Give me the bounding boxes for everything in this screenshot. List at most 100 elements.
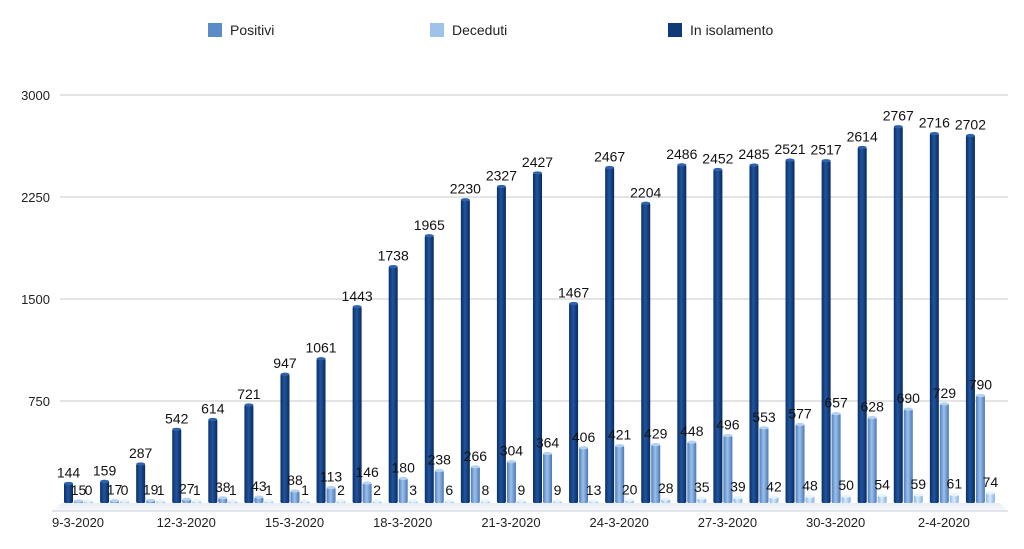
bar-positivi (687, 442, 697, 503)
data-label: 448 (680, 423, 704, 439)
legend-item-in-isolamento: In isolamento (668, 22, 773, 38)
data-label: 38 (215, 479, 231, 495)
data-label: 729 (933, 385, 957, 401)
bar-positivi (867, 417, 877, 503)
bar-in-isolamento (172, 429, 182, 503)
data-label: 2614 (847, 128, 878, 144)
data-label: 39 (730, 479, 746, 495)
bar-top-cap (244, 403, 254, 407)
bar-top-cap (913, 493, 923, 497)
data-label: 0 (121, 482, 129, 498)
bar-top-cap (146, 498, 156, 503)
data-label: 27 (179, 480, 195, 496)
bar-top-cap (480, 499, 490, 503)
bar-top-cap (316, 357, 326, 361)
bar-top-cap (280, 372, 290, 376)
data-label: 0 (85, 482, 93, 498)
data-label: 88 (287, 472, 303, 488)
bar-in-isolamento (641, 203, 651, 504)
bar-deceduti (769, 497, 779, 503)
bar-in-isolamento (136, 463, 146, 503)
labels-layer: 1441501591702871915422716143817214319478… (57, 108, 999, 498)
bar-top-cap (424, 234, 434, 238)
chart-legend: Positivi Deceduti In isolamento (0, 22, 1024, 42)
bar-in-isolamento (605, 167, 615, 503)
bar-top-cap (805, 494, 815, 499)
data-label: 2517 (811, 142, 842, 158)
bar-deceduti (877, 495, 887, 503)
bar-top-cap (749, 163, 759, 167)
data-label: 1 (301, 482, 309, 498)
bar-top-cap (785, 158, 795, 162)
bar-top-cap (543, 451, 552, 456)
data-label: 790 (969, 377, 993, 393)
data-label: 238 (428, 452, 452, 468)
bar-deceduti (949, 494, 959, 503)
x-tick-label: 27-3-2020 (698, 515, 757, 530)
bar-top-cap (300, 499, 310, 503)
bar-in-isolamento (208, 419, 218, 503)
bar-positivi (543, 453, 552, 503)
x-tick-label: 18-3-2020 (373, 515, 432, 530)
legend-label-positivi: Positivi (230, 22, 275, 38)
bar-top-cap (949, 493, 959, 497)
data-label: 2486 (666, 146, 697, 162)
bar-top-cap (733, 496, 743, 500)
data-label: 614 (201, 400, 225, 416)
bar-top-cap (408, 499, 418, 503)
data-label: 19 (143, 481, 159, 497)
bar-top-cap (388, 265, 398, 269)
bar-top-cap (759, 426, 769, 430)
bar-top-cap (470, 465, 480, 469)
data-label: 2230 (450, 181, 481, 197)
bar-top-cap (661, 497, 671, 501)
data-label: 144 (57, 464, 81, 480)
legend-swatch-in-isolamento (668, 23, 682, 37)
bar-top-cap (857, 145, 867, 150)
bar-top-cap (460, 198, 470, 202)
bar-positivi (723, 435, 733, 503)
data-label: 13 (586, 482, 602, 498)
data-label: 9 (554, 482, 562, 498)
data-label: 3 (409, 482, 417, 498)
data-label: 1061 (305, 340, 336, 356)
bar-top-cap (821, 159, 831, 163)
data-label: 1738 (378, 248, 409, 264)
bar-deceduti (985, 492, 995, 503)
data-label: 496 (716, 417, 740, 433)
data-label: 1443 (342, 288, 373, 304)
y-tick-label: 2250 (21, 190, 50, 205)
data-label: 2716 (919, 115, 950, 131)
data-label: 1 (229, 482, 237, 498)
data-label: 159 (93, 462, 117, 478)
legend-label-in-isolamento: In isolamento (690, 22, 774, 38)
bar-top-cap (136, 462, 146, 466)
bar-top-cap (326, 486, 336, 490)
bar-top-cap (605, 165, 615, 170)
legend-label-deceduti: Deceduti (452, 22, 508, 38)
bar-top-cap (831, 412, 841, 416)
bar-top-cap (841, 494, 851, 498)
x-tick-label: 12-3-2020 (157, 515, 216, 530)
data-label: 17 (107, 482, 123, 498)
data-label: 1467 (558, 284, 589, 300)
bar-top-cap (867, 415, 877, 420)
bar-positivi (506, 461, 516, 503)
bar-top-cap (625, 498, 635, 502)
data-label: 1965 (414, 217, 445, 233)
bar-positivi (398, 478, 408, 503)
bar-top-cap (769, 495, 779, 499)
data-label: 542 (165, 410, 189, 426)
data-label: 266 (464, 448, 488, 464)
bar-in-isolamento (713, 169, 723, 503)
bar-positivi (362, 483, 372, 503)
bar-in-isolamento (316, 358, 326, 503)
data-label: 9 (518, 482, 526, 498)
data-label: 20 (622, 481, 638, 497)
bar-positivi (939, 403, 949, 503)
bar-positivi (903, 409, 913, 503)
data-label: 28 (658, 480, 674, 496)
data-label: 421 (608, 427, 632, 443)
bar-top-cap (877, 494, 887, 498)
